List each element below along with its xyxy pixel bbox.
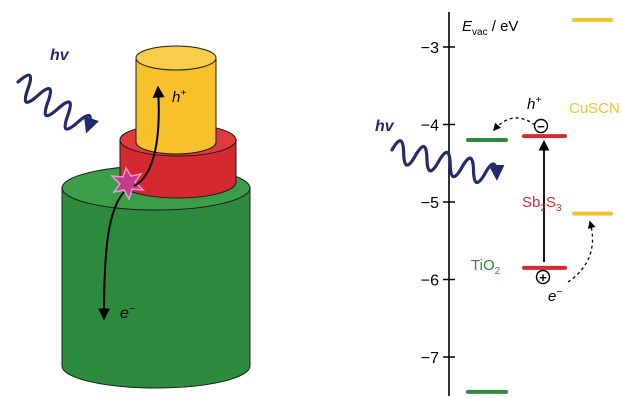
carrier-plus: + bbox=[539, 270, 547, 285]
cuscn-label: CuSCN bbox=[569, 100, 620, 117]
hole-transfer-arrow bbox=[567, 220, 596, 283]
cuscn-cylinder bbox=[135, 45, 217, 155]
tio2-prefix: TiO bbox=[471, 257, 495, 274]
hole-path-arrow bbox=[133, 85, 165, 187]
electron-letter: e bbox=[120, 305, 129, 322]
hole-carrier: + bbox=[535, 269, 551, 285]
axis-tick-label: −5 bbox=[421, 195, 439, 212]
excitation-star bbox=[110, 166, 145, 201]
sb2s3-prefix: Sb bbox=[522, 194, 540, 211]
axis-tick-label: −7 bbox=[421, 350, 439, 367]
sb2s3-sub2: 3 bbox=[556, 203, 562, 214]
hole-letter: h bbox=[172, 89, 180, 106]
axis-unit: / eV bbox=[488, 18, 519, 35]
electron-sup-right: − bbox=[556, 287, 562, 298]
hole-letter-right: h bbox=[527, 96, 535, 113]
photon-wave-right bbox=[390, 139, 505, 185]
axis-tick-label: −3 bbox=[421, 40, 439, 57]
electron-path-arrow bbox=[98, 191, 125, 321]
tio2-label: TiO2 bbox=[471, 257, 501, 277]
axis-e-subscript: vac bbox=[472, 27, 488, 38]
carrier-minus: − bbox=[537, 119, 545, 134]
axis-ticks: −3 −4 −5 −6 −7 bbox=[421, 40, 455, 367]
axis-tick-label: −4 bbox=[421, 118, 439, 135]
sb2s3-mid: S bbox=[546, 194, 556, 211]
photon-wave-left bbox=[16, 73, 99, 134]
electron-label-left: e− bbox=[120, 303, 136, 322]
photon-label-left: hv bbox=[50, 47, 70, 64]
hole-label-right: h+ bbox=[527, 95, 541, 113]
electron-letter-right: e bbox=[548, 288, 556, 305]
tio2-sub: 2 bbox=[495, 266, 501, 277]
hole-label-left: h+ bbox=[172, 88, 186, 106]
electron-label-right: e− bbox=[548, 287, 562, 305]
hole-sup-right: + bbox=[535, 95, 541, 106]
axis-title: Evac / eV bbox=[462, 18, 518, 38]
energy-level-diagram: Evac / eV −3−4−5−6−7 − + h+ e− CuSCN Sb2… bbox=[375, 12, 620, 396]
sb2s3-label: Sb2S3 bbox=[522, 194, 562, 214]
photon-label-right: hv bbox=[375, 118, 395, 135]
electron-sup: − bbox=[129, 303, 136, 315]
electron-transfer-arrow bbox=[492, 117, 536, 132]
sb2s3-sub1: 2 bbox=[540, 203, 546, 214]
electron-carrier: − bbox=[533, 118, 549, 134]
hole-sup: + bbox=[180, 88, 186, 99]
nanostructure-illustration: hv h+ e− bbox=[16, 45, 251, 389]
axis-tick-label: −6 bbox=[421, 273, 439, 290]
tio2-cylinder bbox=[61, 165, 251, 389]
axis-e-letter: E bbox=[462, 18, 473, 35]
